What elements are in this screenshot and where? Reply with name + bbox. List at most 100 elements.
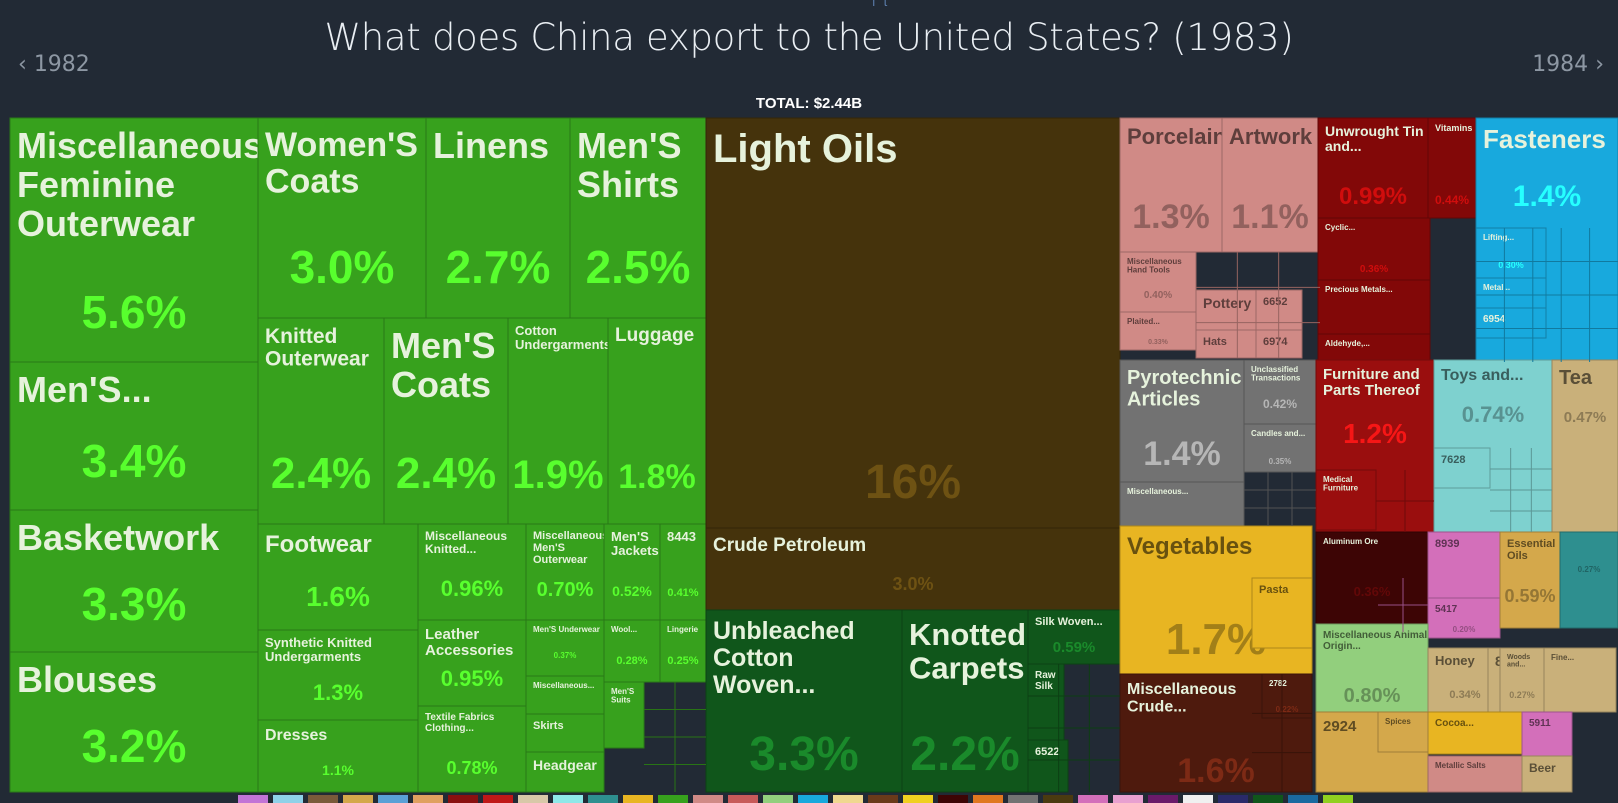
legend-swatch[interactable]	[938, 795, 968, 803]
treemap-cell-miscellaneous-animal-origin[interactable]: Miscellaneous Animal Origin... 0.80%	[1315, 623, 1429, 713]
treemap-cell-5911[interactable]: 5911	[1521, 711, 1573, 757]
legend-swatch[interactable]	[973, 795, 1003, 803]
twitter-icon[interactable]: t	[883, 0, 888, 9]
treemap-cell-knitted-outerwear[interactable]: Knitted Outerwear 2.4%	[257, 317, 385, 525]
treemap-cell-2782[interactable]: 2782 0.22%	[1261, 673, 1313, 719]
treemap-cell-silk-woven[interactable]: Silk Woven... 0.59%	[1027, 609, 1121, 665]
treemap-cell-unclassified-transactions[interactable]: Unclassified Transactions 0.42%	[1243, 359, 1317, 427]
legend-swatch[interactable]	[448, 795, 478, 803]
legend-swatch[interactable]	[378, 795, 408, 803]
treemap-cell-men-s-underwear[interactable]: Men'S Underwear 0.37%	[525, 619, 605, 677]
treemap-cell-5417[interactable]: 5417 0.20%	[1427, 597, 1501, 639]
legend-swatch[interactable]	[483, 795, 513, 803]
legend-swatch[interactable]	[238, 795, 268, 803]
treemap-cell-footwear[interactable]: Footwear 1.6%	[257, 523, 419, 631]
legend-swatch[interactable]	[273, 795, 303, 803]
treemap-cell-basketwork[interactable]: Basketwork 3.3%	[9, 509, 259, 653]
legend-swatch[interactable]	[588, 795, 618, 803]
treemap-cell-spices[interactable]: Spices	[1377, 711, 1429, 753]
legend-swatch[interactable]	[728, 795, 758, 803]
treemap-cell-toys-and[interactable]: Toys and... 0.74%	[1433, 359, 1553, 533]
treemap-cell-cotton-undergarments[interactable]: Cotton Undergarments 1.9%	[507, 317, 611, 525]
legend-swatch[interactable]	[1218, 795, 1248, 803]
treemap-cell-crude-petroleum[interactable]: Crude Petroleum 3.0%	[705, 527, 1121, 611]
legend-swatch[interactable]	[1148, 795, 1178, 803]
legend-swatch[interactable]	[833, 795, 863, 803]
legend-swatch[interactable]	[1323, 795, 1353, 803]
treemap-cell-cocoa[interactable]: Cocoa...	[1427, 711, 1523, 755]
legend-swatch[interactable]	[1008, 795, 1038, 803]
treemap-cell-8443[interactable]: 8443 0.41%	[659, 523, 707, 621]
legend-swatch[interactable]	[658, 795, 688, 803]
treemap-cell-miscellaneous-feminine-outerwear[interactable]: Miscellaneous Feminine Outerwear 5.6%	[9, 117, 263, 363]
legend-swatch[interactable]	[1113, 795, 1143, 803]
treemap-cell-miscellaneous[interactable]: Miscellaneous...	[1119, 481, 1245, 527]
treemap-cell-artwork[interactable]: Artwork 1.1%	[1221, 117, 1319, 253]
treemap-cell-cell-68[interactable]: 0.27%	[1559, 531, 1618, 629]
treemap-cell-precious-metals[interactable]: Precious Metals...	[1317, 279, 1431, 339]
treemap-cell-miscellaneous-men-s-outerwear[interactable]: Miscellaneous Men'S Outerwear 0.70%	[525, 523, 608, 621]
legend-swatch[interactable]	[413, 795, 443, 803]
facebook-icon[interactable]: f	[872, 0, 876, 9]
treemap-cell-metal[interactable]: Metal...	[1475, 277, 1547, 309]
treemap-cell-unbleached-cotton-woven[interactable]: Unbleached Cotton Woven... 3.3%	[705, 609, 903, 793]
treemap-cell-lifting[interactable]: Lifting... 0.30%	[1475, 227, 1547, 279]
treemap-cell-men-s-shirts[interactable]: Men'S Shirts 2.5%	[569, 117, 707, 319]
treemap-cell-textile-fabrics-clothing[interactable]: Textile Fabrics Clothing... 0.78%	[417, 705, 527, 793]
legend-swatch[interactable]	[763, 795, 793, 803]
treemap-cell-metallic-salts[interactable]: Metallic Salts	[1427, 755, 1523, 793]
legend-swatch[interactable]	[553, 795, 583, 803]
treemap-cell-light-oils[interactable]: Light Oils 16%	[705, 117, 1121, 529]
treemap-cell-6954[interactable]: 6954	[1475, 307, 1547, 339]
treemap-cell-blouses[interactable]: Blouses 3.2%	[9, 651, 259, 793]
legend-swatch[interactable]	[868, 795, 898, 803]
treemap-cell-miscellaneous-knitted[interactable]: Miscellaneous Knitted... 0.96%	[417, 523, 527, 621]
treemap-cell-aldehyde[interactable]: Aldehyde,...	[1317, 333, 1431, 361]
treemap-cell-men-s[interactable]: Men'S... 3.4%	[9, 361, 259, 511]
treemap-cell-men-s-coats[interactable]: Men'S Coats 2.4%	[383, 317, 509, 525]
legend-swatch[interactable]	[1288, 795, 1318, 803]
treemap-cell-fine[interactable]: Fine...	[1543, 647, 1617, 713]
treemap-cell-men-s-jackets[interactable]: Men'S Jackets 0.52%	[603, 523, 661, 621]
treemap-cell-tea[interactable]: Tea 0.47%	[1551, 359, 1618, 533]
legend-swatch[interactable]	[1078, 795, 1108, 803]
treemap-cell-miscellaneous[interactable]: Miscellaneous...	[525, 675, 605, 715]
treemap-cell-aluminum-ore[interactable]: Aluminum Ore 0.36%	[1315, 531, 1429, 625]
prev-year-link[interactable]: ‹ 1982	[18, 52, 90, 77]
treemap-cell-dresses[interactable]: Dresses 1.1%	[257, 719, 419, 793]
legend-swatch[interactable]	[1043, 795, 1073, 803]
treemap-cell-linens[interactable]: Linens 2.7%	[425, 117, 571, 319]
next-year-link[interactable]: 1984 ›	[1532, 52, 1604, 77]
treemap-cell-hats[interactable]: Hats	[1195, 329, 1257, 359]
legend-swatch[interactable]	[903, 795, 933, 803]
treemap-cell-6522[interactable]: 6522	[1027, 739, 1069, 793]
treemap-cell-beer[interactable]: Beer	[1521, 755, 1573, 793]
legend-swatch[interactable]	[623, 795, 653, 803]
treemap-cell-skirts[interactable]: Skirts	[525, 713, 605, 753]
treemap-cell-men-s-suits[interactable]: Men'S Suits	[603, 681, 645, 749]
treemap-cell-luggage[interactable]: Luggage 1.8%	[607, 317, 707, 525]
treemap-cell-wool[interactable]: Wool... 0.28%	[603, 619, 661, 683]
legend-swatch[interactable]	[693, 795, 723, 803]
legend-swatch[interactable]	[798, 795, 828, 803]
treemap-cell-knotted-carpets[interactable]: Knotted Carpets 2.2%	[901, 609, 1029, 793]
treemap-cell-women-s-coats[interactable]: Women'S Coats 3.0%	[257, 117, 427, 319]
treemap-cell-lingerie[interactable]: Lingerie 0.25%	[659, 619, 707, 683]
treemap-cell-candles-and[interactable]: Candles and... 0.35%	[1243, 423, 1317, 473]
legend-swatch[interactable]	[308, 795, 338, 803]
treemap-cell-pasta[interactable]: Pasta	[1251, 577, 1313, 649]
legend-swatch[interactable]	[1253, 795, 1283, 803]
treemap-cell-porcelain[interactable]: Porcelain 1.3%	[1119, 117, 1226, 253]
treemap-cell-headgear[interactable]: Headgear	[525, 751, 605, 793]
treemap-cell-synthetic-knitted-undergarments[interactable]: Synthetic Knitted Undergarments 1.3%	[257, 629, 419, 721]
treemap-cell-essential-oils[interactable]: Essential Oils 0.59%	[1499, 531, 1561, 629]
treemap-cell-woods-and[interactable]: Woods and... 0.27%	[1499, 647, 1545, 713]
legend-swatch[interactable]	[343, 795, 373, 803]
treemap-cell-vitamins[interactable]: Vitamins 0.44%	[1427, 117, 1477, 219]
treemap-cell-plaited[interactable]: Plaited... 0.33%	[1119, 311, 1197, 351]
treemap-cell-7628[interactable]: 7628	[1433, 447, 1491, 489]
legend-swatch[interactable]	[518, 795, 548, 803]
treemap-cell-cyclic[interactable]: Cyclic... 0.36%	[1317, 217, 1431, 285]
treemap-cell-leather-accessories[interactable]: Leather Accessories 0.95%	[417, 619, 527, 707]
legend-swatch[interactable]	[1183, 795, 1213, 803]
